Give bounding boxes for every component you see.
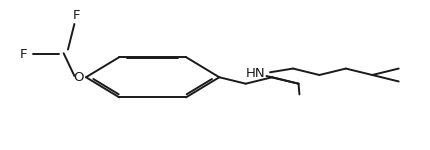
Text: O: O [73,71,83,84]
Text: HN: HN [246,67,266,80]
Text: F: F [73,9,80,22]
Text: F: F [20,48,28,60]
